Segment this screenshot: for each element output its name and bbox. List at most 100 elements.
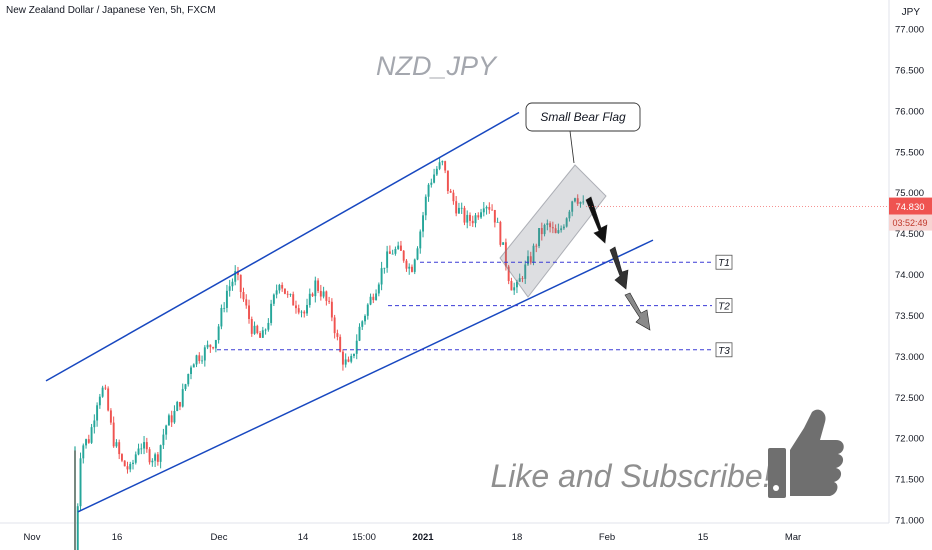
candle-body xyxy=(460,207,463,209)
candle-body xyxy=(322,291,325,297)
arrow-to-t1 xyxy=(585,196,608,244)
target-label-box xyxy=(715,342,733,358)
target-label-box xyxy=(715,298,733,313)
candle-body xyxy=(408,266,411,269)
candle-body xyxy=(529,256,532,263)
countdown-badge xyxy=(889,214,932,231)
candle-body xyxy=(493,209,496,223)
candle-body xyxy=(93,420,96,428)
target-label-text: T2 xyxy=(718,302,730,313)
candle-body xyxy=(234,271,237,282)
target-label-text: T1 xyxy=(718,258,730,269)
candle-body xyxy=(270,303,273,323)
candle-body xyxy=(419,231,422,249)
candle-body xyxy=(341,351,344,365)
candle-body xyxy=(140,448,143,450)
price-tick-label: 75.000 xyxy=(895,188,924,199)
candle-body xyxy=(573,198,576,202)
thumb-hand xyxy=(790,409,844,496)
candle-body xyxy=(297,308,300,313)
candle-body xyxy=(521,278,524,279)
candle-body xyxy=(96,405,99,421)
candle-body xyxy=(104,387,107,389)
candle-body xyxy=(281,284,284,289)
candle-body xyxy=(457,207,460,214)
candle-body xyxy=(571,201,574,212)
time-tick-label: 15:00 xyxy=(352,532,376,543)
price-tick-label: 71.500 xyxy=(895,475,924,486)
candle-body xyxy=(178,402,181,407)
overlay-text: NZD_JPY Like and Subscribe! 74.830 03:52:49 xyxy=(376,51,932,498)
upper-channel-line xyxy=(45,111,520,382)
candle-body xyxy=(151,460,154,463)
target-label-t2: T2 xyxy=(715,298,733,313)
candle-body xyxy=(132,462,134,464)
candle-body xyxy=(477,215,480,218)
candle-body xyxy=(181,389,184,407)
candle-body xyxy=(446,170,449,192)
candle-body xyxy=(353,353,355,356)
candle-body xyxy=(405,260,408,269)
candle-body xyxy=(518,278,521,282)
candle-body xyxy=(87,439,90,443)
candle-body xyxy=(532,245,535,263)
candle-body xyxy=(416,248,419,260)
candle-body xyxy=(579,202,582,204)
candle-body xyxy=(223,307,226,309)
price-tick-label: 77.000 xyxy=(895,25,924,36)
price-tick-label: 74.000 xyxy=(895,270,924,281)
candle-body xyxy=(438,162,441,169)
candle-body xyxy=(295,305,297,309)
candle-body xyxy=(449,191,452,193)
candle-body xyxy=(499,221,502,245)
candle-body xyxy=(214,340,217,349)
candle-body xyxy=(145,442,148,450)
candle-body xyxy=(115,442,118,447)
candle-body xyxy=(256,325,259,334)
pattern-callout: Small Bear Flag xyxy=(525,102,641,164)
candle-body xyxy=(452,192,455,202)
candle-body xyxy=(300,311,303,313)
candle-body xyxy=(513,287,516,291)
candle-body xyxy=(311,293,314,297)
candle-body xyxy=(471,220,474,224)
candle-body xyxy=(79,458,82,507)
time-tick-label: 15 xyxy=(698,532,709,543)
candle-body xyxy=(333,317,336,334)
time-tick-label: Dec xyxy=(211,532,228,543)
price-tick-label: 71.000 xyxy=(895,516,924,527)
candle-body xyxy=(107,388,110,411)
candle-body xyxy=(253,325,256,334)
candle-body xyxy=(543,224,546,235)
candle-body xyxy=(424,196,427,216)
candle-body xyxy=(411,266,413,272)
time-tick-label: Nov xyxy=(24,532,41,543)
candle-body xyxy=(330,301,333,318)
candle-body xyxy=(98,396,101,406)
candle-body xyxy=(85,439,88,446)
candle-body xyxy=(455,201,458,214)
candle-body xyxy=(336,333,339,337)
candle-body xyxy=(259,333,262,338)
candle-body xyxy=(292,294,295,306)
candle-body xyxy=(231,281,234,287)
candle-body xyxy=(126,466,129,470)
candle-body xyxy=(347,359,350,362)
candle-body xyxy=(350,355,353,362)
candle-body xyxy=(242,291,245,300)
candle-body xyxy=(245,299,248,306)
candle-body xyxy=(474,215,477,224)
candle-body xyxy=(159,445,162,462)
candle-body xyxy=(394,248,397,254)
callout-pointer xyxy=(569,130,575,164)
candle-body xyxy=(134,454,137,463)
candle-body xyxy=(488,207,491,210)
candle-body xyxy=(441,161,444,163)
thumb-cuff xyxy=(768,448,786,498)
candle-body xyxy=(485,207,488,209)
candle-body xyxy=(515,281,518,288)
time-tick-label: 18 xyxy=(512,532,523,543)
candle-body xyxy=(546,223,549,225)
